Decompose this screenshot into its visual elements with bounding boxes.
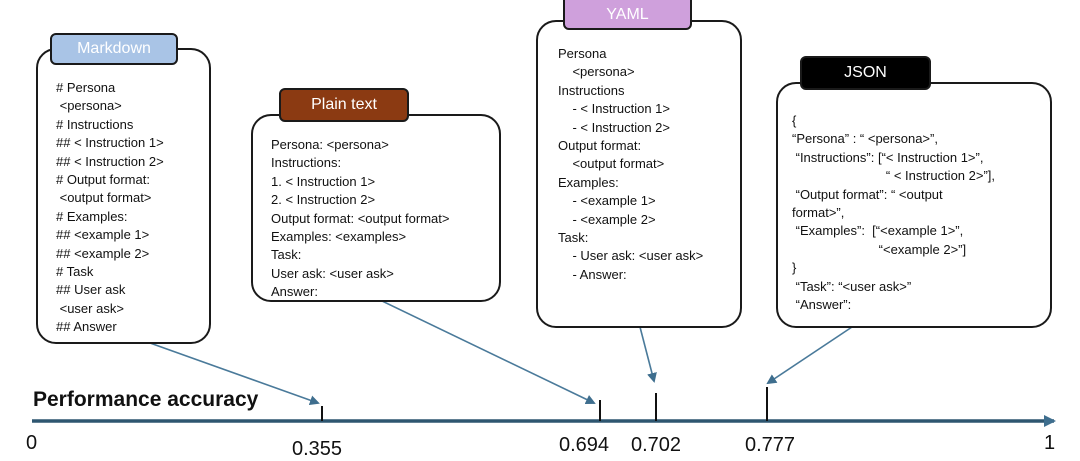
box-line: Task: [271,247,302,263]
box-line: Persona [558,46,607,61]
box-line: “Instructions”: [“< Instruction 1>”, [792,149,984,165]
box-line: <output format> [558,156,665,172]
box-line: ## < Instruction 1> [56,135,164,151]
axis-min-label: 0 [26,432,38,454]
box-line: - <example 2> [558,211,656,227]
box-line: { [792,113,797,128]
box-line: ## < Instruction 2> [56,153,164,169]
markdown-label: Markdown [50,33,178,65]
box-line: # Instructions [56,116,134,132]
box-line: 1. < Instruction 1> [271,173,376,189]
box-line: <output format> [56,190,152,206]
box-line: “ < Instruction 2>”], [792,168,996,184]
box-line: ## Answer [56,319,117,335]
box-line: “Output format”: “ <output [792,186,943,202]
box-line: - User ask: <user ask> [558,248,704,264]
json-label: JSON [800,56,931,90]
box-line: Answer: [271,284,318,300]
box-line: # Output format: [56,172,150,188]
tick-label-0694: 0.694 [559,434,610,456]
box-line: Output format: [558,138,642,154]
yaml-label: YAML [563,0,692,30]
tick-label-0355: 0.355 [292,438,343,460]
box-line: “Answer”: [792,297,852,313]
axis-title: Performance accuracy [33,388,259,411]
box-line: <persona> [558,64,635,80]
box-line: Persona: <persona> [271,137,389,152]
box-line: <user ask> [56,300,124,316]
box-line: Instructions: [271,155,342,171]
yaml-box: Persona <persona> Instructions - < Instru… [536,20,742,328]
markdown-box: # Persona <persona> # Instructions ## < In… [36,48,211,344]
box-line: “<example 2>”] [792,241,967,257]
box-line: - Answer: [558,266,627,282]
box-line: “Examples”: [“<example 1>”, [792,223,964,239]
box-line: # Persona [56,80,116,95]
axis-max-label: 1 [1044,432,1056,454]
box-line: ## <example 1> [56,227,150,243]
tick-label-0702: 0.702 [631,434,682,456]
box-line: # Examples: [56,208,128,224]
box-line: <persona> [56,98,122,114]
box-line: Task: [558,230,589,246]
box-line: Instructions [558,82,625,98]
plain-text-box: Persona: <persona> Instructions: 1. < Inst… [251,114,501,302]
box-line: Examples: <examples> [271,229,407,245]
box-line: format>”, [792,205,845,221]
box-line: - < Instruction 1> [558,101,670,117]
box-line: User ask: <user ask> [271,265,394,281]
box-line: - <example 1> [558,193,656,209]
box-line: Output format: <output format> [271,210,450,226]
arrow-yaml [639,326,657,383]
plain-text-label: Plain text [279,88,409,122]
box-line: } [792,260,797,276]
box-line: Examples: [558,174,619,190]
box-line: ## User ask [56,282,126,298]
arrow-json [766,322,859,385]
box-line: # Task [56,264,94,280]
box-line: “Persona” : “ <persona>”, [792,131,938,147]
box-line: 2. < Instruction 2> [271,192,376,208]
box-line: - < Instruction 2> [558,119,670,135]
box-line: “Task”: “<user ask>” [792,278,912,294]
tick-label-0777: 0.777 [745,434,796,456]
box-line: ## <example 2> [56,245,150,261]
json-box: { “Persona” : “ <persona>”, “Instructions… [776,82,1052,328]
